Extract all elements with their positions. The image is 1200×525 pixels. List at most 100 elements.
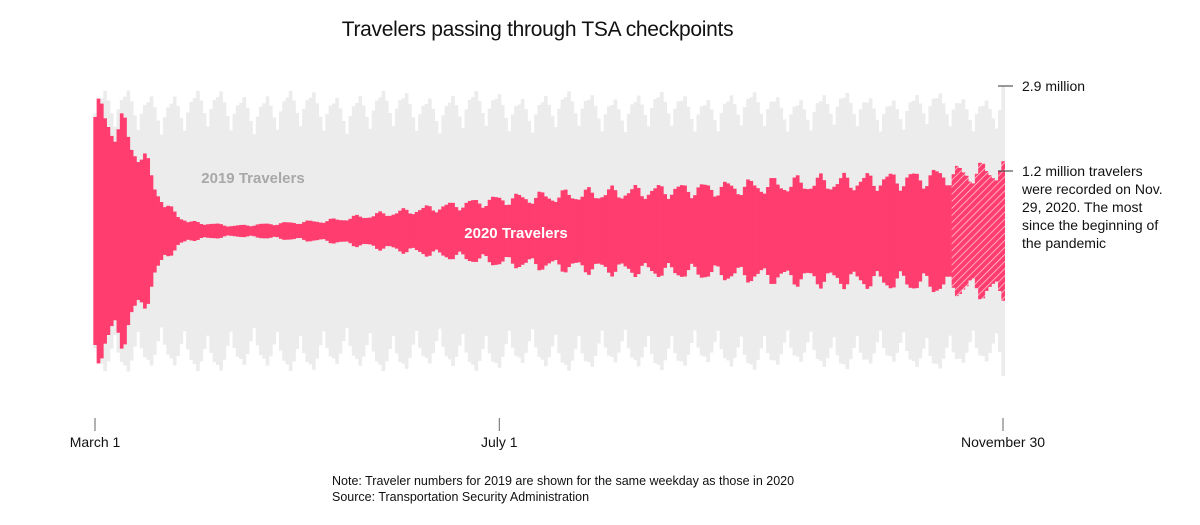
bar-2020	[653, 188, 658, 274]
bar-2020	[322, 222, 326, 240]
bar-2020	[109, 135, 114, 327]
bar-2020	[447, 202, 452, 260]
bar-2020	[288, 222, 293, 240]
bar-2020	[318, 222, 323, 240]
bar-2020	[259, 223, 263, 239]
bar-2020	[103, 118, 107, 344]
bar-2020	[202, 224, 207, 238]
bar-2020	[444, 204, 449, 258]
bar-2020	[650, 190, 654, 272]
bar-2020	[587, 187, 591, 275]
bar-2020	[673, 188, 677, 274]
bar-2020	[378, 211, 382, 251]
bar-2020	[560, 190, 565, 272]
bar-2020	[411, 214, 416, 248]
bar-2020	[388, 215, 392, 247]
bar-2020	[159, 202, 164, 260]
bar-2020	[481, 207, 485, 255]
bar-2020	[547, 198, 551, 264]
bar-2020	[408, 213, 412, 249]
bar-2020	[527, 202, 532, 260]
bar-2020	[500, 200, 505, 262]
bar-2020	[646, 194, 651, 268]
bar-2020	[292, 222, 296, 240]
bar-2020	[123, 117, 127, 345]
annotation-nov29-line: since the beginning of	[1022, 217, 1158, 233]
bar-2020	[421, 207, 426, 255]
bar-2020	[901, 186, 906, 276]
bar-2020	[544, 196, 548, 266]
bar-2020	[868, 175, 873, 287]
bar-2020	[656, 185, 661, 277]
bar-2020	[961, 172, 966, 290]
bar-2020	[361, 218, 366, 244]
bar-2020	[206, 224, 210, 238]
bar-2020	[660, 186, 664, 276]
bar-2020	[152, 189, 157, 273]
bar-2020	[418, 210, 422, 252]
bar-2020	[689, 198, 694, 264]
bar-2020	[676, 186, 681, 276]
bar-2020	[951, 174, 956, 288]
bar-2020	[577, 199, 581, 263]
source-line: Source: Transportation Security Administ…	[332, 490, 590, 504]
bar-2020	[669, 194, 674, 268]
bar-2020	[557, 197, 561, 265]
bar-2020	[921, 188, 926, 274]
bar-2020	[255, 224, 260, 238]
bar-2020	[918, 180, 923, 282]
bar-2020	[192, 220, 197, 242]
bar-2020	[829, 189, 833, 273]
bar-2020	[945, 185, 949, 277]
bar-2020	[474, 200, 479, 262]
bar-2020	[855, 185, 860, 277]
annotation-nov29-line: the pandemic	[1022, 235, 1106, 251]
bar-2020	[819, 173, 823, 289]
bar-2020	[517, 194, 522, 268]
bar-2020	[862, 177, 866, 285]
bar-2020	[222, 225, 227, 237]
bar-2020	[139, 159, 144, 303]
bar-2020	[848, 187, 853, 275]
x-tick-label: March 1	[70, 434, 121, 450]
bar-2020	[358, 216, 363, 246]
bar-2020	[133, 156, 137, 306]
bar-2020	[633, 185, 638, 277]
bar-2020	[742, 186, 747, 276]
bar-2020	[540, 192, 545, 270]
bar-2020	[106, 127, 111, 335]
bar-2020	[756, 188, 760, 274]
bar-2020	[630, 189, 634, 273]
bar-2020	[272, 225, 276, 237]
bar-2020	[351, 215, 356, 247]
bar-2020	[835, 184, 840, 278]
bar-2020	[580, 196, 585, 266]
bar-2020	[96, 98, 101, 364]
bar-2020	[948, 185, 952, 277]
bar-2020	[726, 183, 730, 279]
bar-2020	[331, 218, 336, 244]
bar-2020	[186, 222, 190, 240]
bar-2020	[845, 177, 850, 285]
bar-2020	[606, 189, 611, 273]
bar-2020	[365, 217, 369, 245]
bar-2020	[484, 205, 489, 257]
bar-2020	[978, 162, 982, 300]
bar-2020	[229, 226, 233, 236]
bar-2020	[752, 185, 757, 277]
bar-2020	[209, 223, 213, 239]
bar-2020	[925, 186, 929, 276]
bar-2020	[905, 177, 909, 285]
bar-2020	[703, 184, 707, 278]
bar-2020	[278, 223, 283, 239]
bar-2020	[414, 211, 419, 251]
bar-2020	[441, 206, 445, 256]
annotation-peak-2019: 2.9 million	[1022, 78, 1085, 94]
bar-2020	[888, 173, 893, 289]
bar-2020	[245, 225, 250, 237]
bar-2020	[958, 167, 962, 295]
bar-2020	[268, 224, 273, 238]
bar-2020	[454, 207, 459, 255]
bar-2020	[219, 224, 223, 238]
